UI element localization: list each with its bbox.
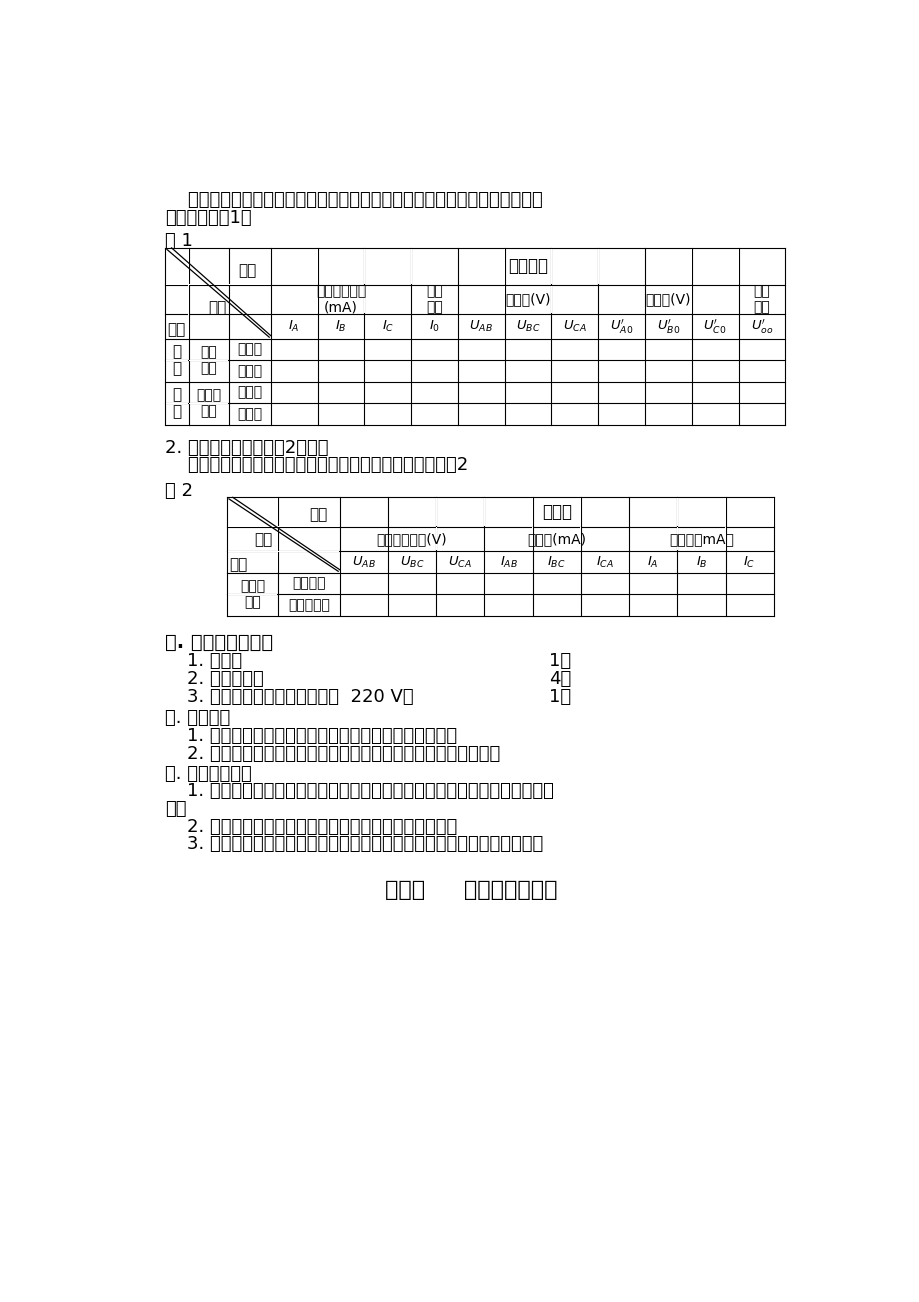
Text: 中线
电流: 中线 电流 — [425, 284, 442, 315]
Text: 3. 根据实验数据总结对称三相电路负载角形连接的线电流、相电流关系。: 3. 根据实验数据总结对称三相电路负载角形连接的线电流、相电流关系。 — [187, 836, 543, 853]
Text: $I_B$: $I_B$ — [695, 555, 707, 569]
Text: $I_{CA}$: $I_{CA}$ — [596, 555, 613, 569]
Text: $U_{oo}'$: $U_{oo}'$ — [750, 318, 773, 336]
Text: $U_{A0}'$: $U_{A0}'$ — [609, 318, 632, 336]
Text: $U_{BC}$: $U_{BC}$ — [400, 555, 424, 569]
Text: 4块: 4块 — [549, 669, 571, 687]
Text: $I_C$: $I_C$ — [381, 319, 393, 333]
Text: 对称
负载: 对称 负载 — [200, 345, 217, 375]
Text: 线（相）电压(V): 线（相）电压(V) — [377, 533, 447, 546]
Text: 线电流（mA）: 线电流（mA） — [668, 533, 733, 546]
Text: 1. 万用表: 1. 万用表 — [187, 652, 242, 671]
Text: 连
接: 连 接 — [172, 387, 181, 419]
Text: $I_{AB}$: $I_{AB}$ — [499, 555, 517, 569]
Text: 项目: 项目 — [309, 506, 327, 522]
Text: 数据: 数据 — [208, 301, 226, 315]
Text: 1. 根据实验数据总结对称三相电路负载星形连接情况下线电压、相电压的关: 1. 根据实验数据总结对称三相电路负载星形连接情况下线电压、相电压的关 — [187, 783, 553, 801]
Text: 有中线: 有中线 — [237, 342, 262, 357]
Text: $U_{B0}'$: $U_{B0}'$ — [656, 318, 679, 336]
Text: 相电压(V): 相电压(V) — [645, 293, 690, 306]
Text: 三角形
连接: 三角形 连接 — [240, 579, 265, 609]
Text: 对称负载: 对称负载 — [291, 577, 325, 591]
Text: $U_{AB}$: $U_{AB}$ — [352, 555, 375, 569]
Text: 数据: 数据 — [255, 533, 273, 547]
Text: 无中线: 无中线 — [237, 408, 262, 421]
Text: 2. 负载接成角形，如图2所示。: 2. 负载接成角形，如图2所示。 — [165, 439, 328, 457]
Text: 负载对称时测各线电压、相电压、线电流、相电流记入表2: 负载对称时测各线电压、相电压、线电流、相电流记入表2 — [165, 456, 468, 474]
Text: 五. 注意事项: 五. 注意事项 — [165, 710, 231, 727]
Text: 表 2: 表 2 — [165, 482, 193, 500]
Text: $U_{CA}$: $U_{CA}$ — [562, 319, 586, 333]
Text: 相电流(mA): 相电流(mA) — [527, 533, 585, 546]
Text: 不对称负载: 不对称负载 — [288, 598, 329, 612]
Text: 四. 实验仪器与设备: 四. 实验仪器与设备 — [165, 633, 273, 652]
Text: $I_C$: $I_C$ — [743, 555, 755, 569]
Text: 六. 实验报告要求: 六. 实验报告要求 — [165, 764, 252, 783]
Text: 2. 根据实验数据总结不对称三相电路中中性线的作用。: 2. 根据实验数据总结不对称三相电路中中性线的作用。 — [187, 818, 457, 836]
Text: 线（相）电流
(mA): 线（相）电流 (mA) — [315, 284, 366, 315]
Text: 实验三     耦合电感的研究: 实验三 耦合电感的研究 — [385, 880, 557, 900]
Text: 测量值: 测量值 — [541, 503, 571, 521]
Text: 2. 必须严格遵守先接线、后通电，先断电、后拆线的接线原则。: 2. 必须严格遵守先接线、后通电，先断电、后拆线的接线原则。 — [187, 745, 500, 763]
Text: $U_{CA}$: $U_{CA}$ — [448, 555, 471, 569]
Text: 无中线: 无中线 — [237, 365, 262, 378]
Text: 1只: 1只 — [549, 687, 571, 706]
Text: 中点
电压: 中点 电压 — [753, 284, 769, 315]
Text: 无中线的情况下测各线电压、相电压、线电流、相电流及中性线电流、中性: 无中线的情况下测各线电压、相电压、线电流、相电流及中性线电流、中性 — [165, 191, 542, 208]
Text: 不对称
负载: 不对称 负载 — [196, 388, 221, 418]
Text: 1块: 1块 — [549, 652, 571, 671]
Text: 测量结果: 测量结果 — [507, 258, 548, 275]
Text: 3. 三相负载箱（灯泡额定电压  220 V）: 3. 三相负载箱（灯泡额定电压 220 V） — [187, 687, 414, 706]
Text: 星
形: 星 形 — [172, 344, 181, 376]
Text: 点电压记入表1。: 点电压记入表1。 — [165, 208, 252, 227]
Text: $U_{BC}$: $U_{BC}$ — [516, 319, 539, 333]
Text: 项目: 项目 — [238, 263, 256, 279]
Text: 有中线: 有中线 — [237, 385, 262, 400]
Text: 系。: 系。 — [165, 799, 187, 818]
Text: 条件: 条件 — [167, 322, 186, 337]
Text: $I_B$: $I_B$ — [335, 319, 346, 333]
Text: 条件: 条件 — [230, 557, 248, 573]
Text: $U_{C0}'$: $U_{C0}'$ — [703, 318, 726, 336]
Text: 表 1: 表 1 — [165, 233, 193, 250]
Text: $I_0$: $I_0$ — [428, 319, 439, 333]
Text: 1. 三相交流电源必须与三相箱要求的电压等级相配合。: 1. 三相交流电源必须与三相箱要求的电压等级相配合。 — [187, 727, 457, 745]
Text: $I_A$: $I_A$ — [647, 555, 658, 569]
Text: 2. 交流电流表: 2. 交流电流表 — [187, 669, 264, 687]
Text: $I_{BC}$: $I_{BC}$ — [547, 555, 565, 569]
Text: $I_A$: $I_A$ — [288, 319, 300, 333]
Text: 线电压(V): 线电压(V) — [505, 293, 550, 306]
Text: $U_{AB}$: $U_{AB}$ — [469, 319, 493, 333]
